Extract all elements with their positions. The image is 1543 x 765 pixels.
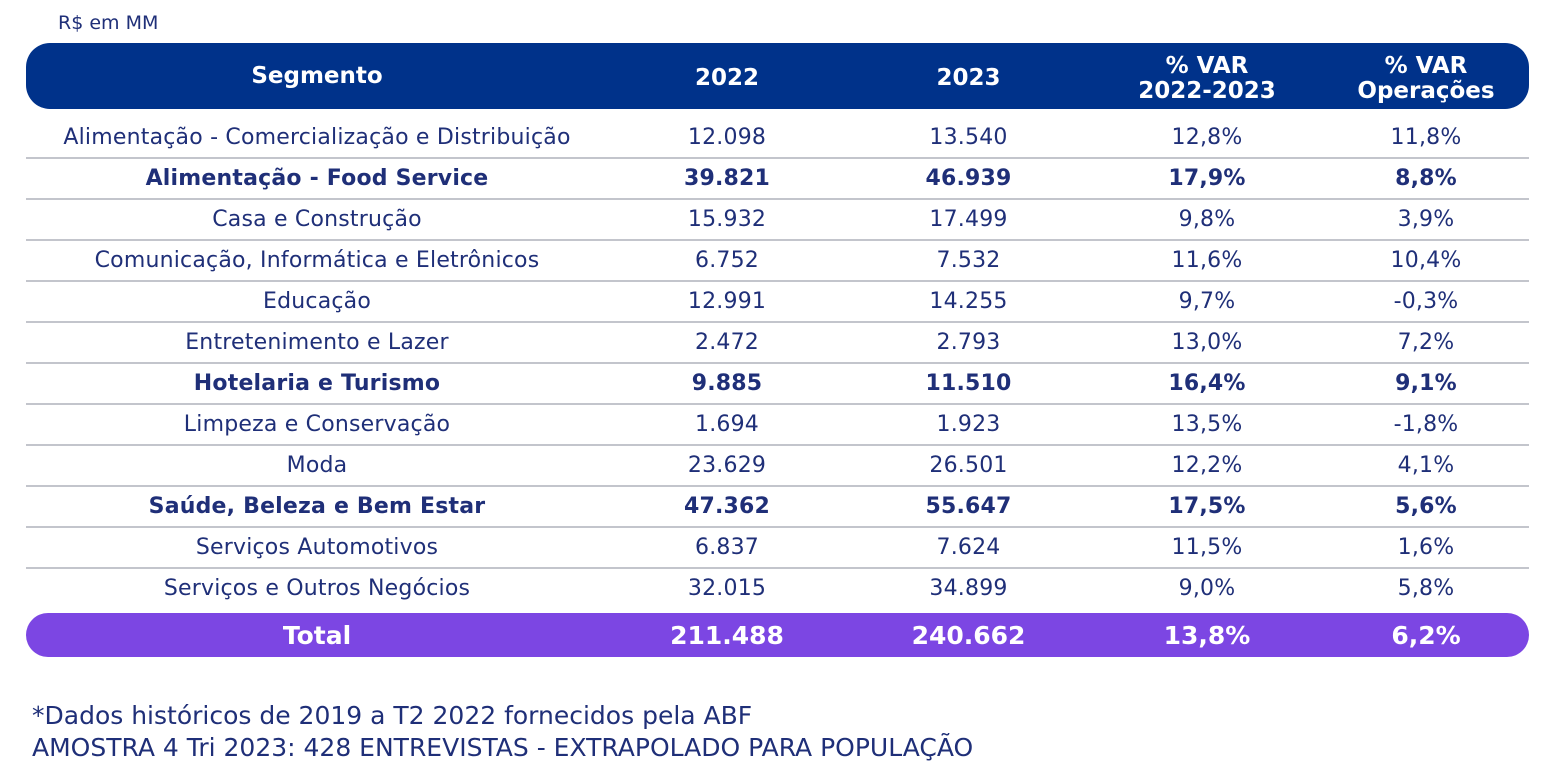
row-segment: Educação (262, 289, 372, 314)
row-var: 17,9% (1168, 166, 1246, 191)
table-row: Saúde, Beleza e Bem Estar 47.362 55.647 17,… (26, 487, 1529, 528)
row-2023: 1.923 (936, 412, 1001, 437)
row-varop: -1,8% (1393, 412, 1459, 437)
row-2022: 15.932 (687, 207, 767, 232)
table-row: Casa e Construção 15.932 17.499 9,8% 3,9% (26, 200, 1529, 241)
row-varop: 4,1% (1397, 453, 1455, 478)
header-2023: 2023 (936, 64, 1001, 91)
total-label: Total (282, 620, 352, 650)
row-varop: -0,3% (1393, 289, 1459, 314)
header-2022: 2022 (694, 64, 759, 91)
row-2023: 7.624 (936, 535, 1001, 560)
row-varop: 9,1% (1395, 371, 1457, 396)
row-var: 9,7% (1178, 289, 1236, 314)
row-var: 11,6% (1171, 248, 1243, 273)
row-2023: 26.501 (929, 453, 1008, 478)
row-segment: Casa e Construção (212, 207, 422, 232)
row-varop: 5,8% (1397, 576, 1455, 601)
header-var-line1: % VAR (1165, 53, 1249, 79)
row-2023: 55.647 (925, 494, 1012, 519)
header-segment: Segmento (251, 62, 383, 89)
row-2022: 12.991 (687, 289, 767, 314)
row-var: 13,0% (1171, 330, 1243, 355)
header-varop-line1: % VAR (1384, 53, 1468, 79)
row-varop: 3,9% (1397, 207, 1455, 232)
row-var: 13,5% (1171, 412, 1243, 437)
table-body: Alimentação - Comercialização e Distribu… (26, 118, 1529, 608)
franchise-revenue-table: Segmento 2022 2023 % VAR 2022-2023 % VAR… (26, 43, 1529, 657)
row-segment: Serviços Automotivos (195, 535, 439, 560)
row-var: 11,5% (1171, 535, 1243, 560)
row-2022: 32.015 (687, 576, 767, 601)
row-segment: Moda (286, 453, 348, 478)
row-2022: 6.752 (695, 248, 759, 273)
row-2022: 23.629 (687, 453, 767, 478)
row-2022: 9.885 (691, 371, 763, 396)
total-2023: 240.662 (911, 620, 1026, 650)
table-row: Hotelaria e Turismo 9.885 11.510 16,4% 9,1% (26, 364, 1529, 405)
row-2022: 2.472 (695, 330, 759, 355)
row-segment: Saúde, Beleza e Bem Estar (148, 494, 486, 519)
row-segment: Limpeza e Conservação (183, 412, 451, 437)
row-varop: 7,2% (1397, 330, 1455, 355)
header-var-line2: 2022-2023 (1138, 78, 1276, 104)
row-2022: 6.837 (695, 535, 759, 560)
footnote-source: *Dados históricos de 2019 a T2 2022 forn… (32, 701, 753, 730)
total-var: 13,8% (1163, 620, 1251, 650)
row-var: 12,8% (1171, 125, 1243, 150)
row-varop: 8,8% (1395, 166, 1457, 191)
row-2022: 1.694 (695, 412, 759, 437)
total-row: Total 211.488 240.662 13,8% 6,2% (26, 613, 1529, 657)
table-row: Serviços Automotivos 6.837 7.624 11,5% 1,6% (26, 528, 1529, 569)
row-segment: Alimentação - Comercialização e Distribu… (63, 125, 571, 150)
row-2023: 34.899 (929, 576, 1008, 601)
table-row: Educação 12.991 14.255 9,7% -0,3% (26, 282, 1529, 323)
row-var: 17,5% (1168, 494, 1246, 519)
footnotes: *Dados históricos de 2019 a T2 2022 forn… (32, 700, 973, 764)
row-var: 9,8% (1178, 207, 1236, 232)
row-varop: 11,8% (1390, 125, 1462, 150)
total-2022: 211.488 (670, 620, 784, 650)
row-var: 9,0% (1178, 576, 1236, 601)
row-2023: 2.793 (936, 330, 1001, 355)
row-varop: 5,6% (1395, 494, 1457, 519)
row-segment: Hotelaria e Turismo (193, 371, 441, 396)
table-row: Alimentação - Food Service 39.821 46.939 17… (26, 159, 1529, 200)
table-row: Alimentação - Comercialização e Distribu… (26, 118, 1529, 159)
header-varop-line2: Operações (1357, 78, 1495, 104)
footnote-sample: AMOSTRA 4 Tri 2023: 428 ENTREVISTAS - EX… (32, 733, 974, 762)
row-varop: 10,4% (1390, 248, 1462, 273)
row-2023: 7.532 (936, 248, 1001, 273)
row-2022: 12.098 (687, 125, 767, 150)
row-2022: 47.362 (683, 494, 771, 519)
row-2023: 46.939 (925, 166, 1012, 191)
row-var: 12,2% (1171, 453, 1243, 478)
row-varop: 1,6% (1397, 535, 1455, 560)
table-row: Limpeza e Conservação 1.694 1.923 13,5% -1,8… (26, 405, 1529, 446)
row-segment: Comunicação, Informática e Eletrônicos (94, 248, 540, 273)
table-row: Moda 23.629 26.501 12,2% 4,1% (26, 446, 1529, 487)
table-row: Entretenimento e Lazer 2.472 2.793 13,0% 7,2… (26, 323, 1529, 364)
row-2023: 11.510 (925, 371, 1012, 396)
table-header: Segmento 2022 2023 % VAR 2022-2023 % VAR… (26, 43, 1529, 109)
row-segment: Serviços e Outros Negócios (163, 576, 471, 601)
unit-label: R$ em MM (58, 12, 159, 34)
total-varop: 6,2% (1391, 620, 1461, 650)
row-segment: Entretenimento e Lazer (185, 330, 449, 355)
row-2023: 14.255 (929, 289, 1008, 314)
header-var-operacoes: % VAR Operações (1323, 48, 1529, 104)
row-2023: 13.540 (929, 125, 1008, 150)
table-row: Comunicação, Informática e Eletrônicos 6.… (26, 241, 1529, 282)
table-row: Serviços e Outros Negócios 32.015 34.899 9,… (26, 569, 1529, 608)
row-var: 16,4% (1168, 371, 1246, 396)
row-2022: 39.821 (683, 166, 771, 191)
row-2023: 17.499 (929, 207, 1008, 232)
header-var: % VAR 2022-2023 (1091, 48, 1323, 104)
row-segment: Alimentação - Food Service (145, 166, 489, 191)
